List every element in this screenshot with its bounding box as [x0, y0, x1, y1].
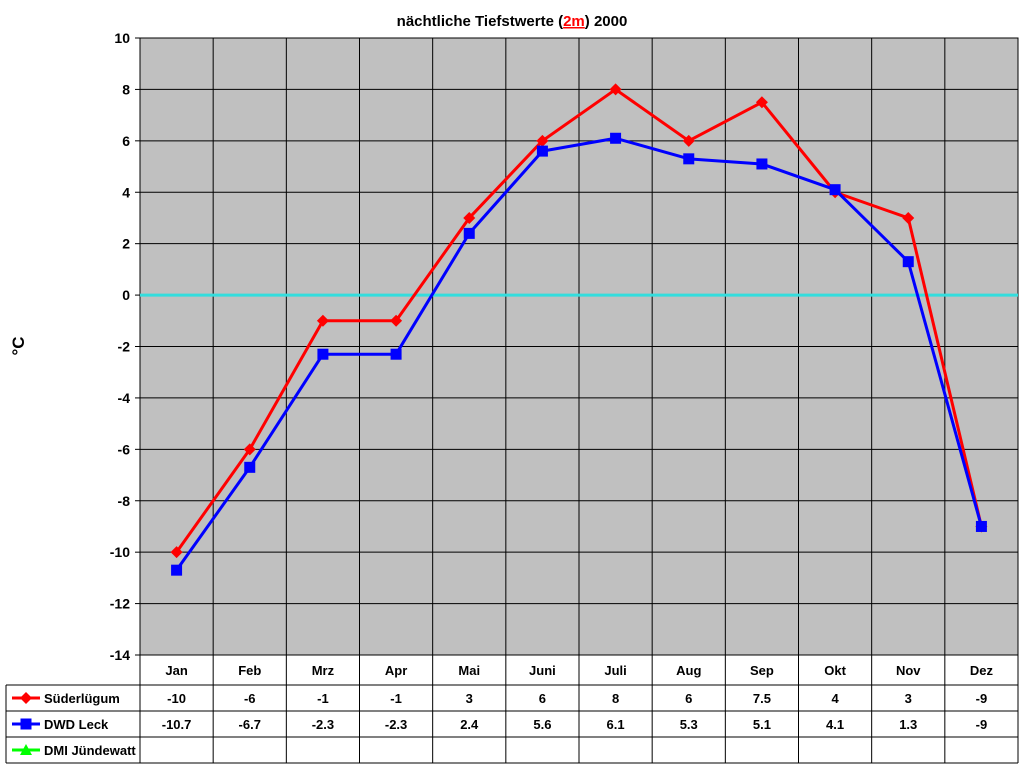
y-tick-label: -2: [118, 339, 131, 355]
table-cell-value: -10: [167, 691, 186, 706]
data-point: [683, 153, 695, 165]
y-tick-label: -8: [118, 493, 131, 509]
data-point: [243, 443, 256, 456]
data-point: [756, 158, 768, 170]
legend-key-marker: [20, 744, 32, 755]
table-cell-value: -2.3: [385, 717, 407, 732]
table-cell-value: 6: [539, 691, 546, 706]
x-tick-label: Dez: [970, 663, 994, 678]
data-point: [682, 134, 695, 147]
y-tick-label: -14: [110, 647, 130, 663]
legend-label: DWD Leck: [44, 717, 109, 732]
table-cell-value: 5.6: [533, 717, 551, 732]
data-point: [536, 145, 548, 157]
data-point: [902, 211, 915, 224]
data-point: [536, 134, 549, 147]
x-tick-label: Nov: [896, 663, 921, 678]
data-point: [975, 520, 987, 532]
data-point: [610, 132, 622, 144]
data-point: [317, 348, 329, 360]
table-cell-value: 4: [831, 691, 839, 706]
y-tick-label: 8: [122, 81, 130, 97]
y-tick-label: -4: [118, 390, 131, 406]
data-point: [829, 184, 841, 196]
table-cell-value: 1.3: [899, 717, 917, 732]
data-point: [463, 227, 475, 239]
x-tick-label: Aug: [676, 663, 701, 678]
data-table: Jan Feb Mrz Apr Mai Juni Juli Aug Sep Okt Nov Dez Sü…: [5, 655, 1019, 764]
data-point: [170, 546, 183, 559]
legend-label: DMI Jündewatt: [44, 743, 136, 758]
table-cell-value: -9: [976, 691, 988, 706]
legend-key-marker: [20, 692, 32, 704]
x-tick-label: Feb: [238, 663, 261, 678]
y-tick-label: 4: [122, 184, 130, 200]
data-point: [463, 211, 476, 224]
table-cell-value: 4.1: [826, 717, 844, 732]
table-cell-value: 7.5: [753, 691, 771, 706]
table-cell-value: 5.1: [753, 717, 771, 732]
table-cell-value: -1: [390, 691, 402, 706]
table-cell-value: -2.3: [312, 717, 334, 732]
series-line: [175, 136, 983, 572]
table-cell-value: 2.4: [460, 717, 479, 732]
chart-title-highlight: 2m: [563, 13, 585, 30]
data-point: [902, 256, 914, 268]
data-point: [244, 461, 256, 473]
table-cell-value: -10.7: [162, 717, 192, 732]
y-tick-label: 2: [122, 236, 130, 252]
x-tick-label: Mai: [458, 663, 480, 678]
y-tick-label: -6: [118, 441, 131, 457]
y-tick-label: 0: [122, 287, 130, 303]
y-axis-ticks: 10 8 6 4 2 0 -2 -4 -6 -8 -10 -12 -14: [110, 30, 140, 663]
y-tick-label: 10: [114, 30, 130, 46]
table-cell-value: -6.7: [239, 717, 261, 732]
data-point: [390, 348, 402, 360]
x-tick-label: Jan: [165, 663, 187, 678]
gridlines: [139, 37, 1019, 763]
series-layer: [140, 83, 1018, 576]
table-cell-value: 3: [466, 691, 473, 706]
legend-key-marker: [20, 718, 32, 730]
x-tick-label: Apr: [385, 663, 407, 678]
data-point: [171, 564, 183, 576]
table-cell-value: 3: [905, 691, 912, 706]
table-cell-value: -6: [244, 691, 256, 706]
y-axis-label: °C: [9, 336, 28, 355]
series-line: [175, 87, 983, 554]
x-tick-label: Juli: [604, 663, 626, 678]
table-cell-value: -1: [317, 691, 329, 706]
table-cell-value: 8: [612, 691, 619, 706]
chart-title: nächtliche Tiefstwerte (2m) 2000: [397, 13, 628, 30]
data-point: [755, 96, 768, 109]
data-point: [390, 314, 403, 327]
table-cell-value: 6: [685, 691, 692, 706]
table-cell-value: 6.1: [607, 717, 625, 732]
table-cell-value: 5.3: [680, 717, 698, 732]
chart-title-suffix: ) 2000: [585, 13, 628, 30]
legend-label: Süderlügum: [44, 691, 120, 706]
y-tick-label: 6: [122, 133, 130, 149]
y-tick-label: -10: [110, 544, 130, 560]
x-tick-label: Mrz: [312, 663, 335, 678]
y-tick-label: -12: [110, 596, 130, 612]
x-tick-label: Juni: [529, 663, 556, 678]
chart-title-prefix: nächtliche Tiefstwerte (: [397, 13, 563, 30]
x-tick-label: Okt: [824, 663, 846, 678]
x-tick-label: Sep: [750, 663, 774, 678]
data-point: [609, 83, 622, 96]
table-cell-value: -9: [976, 717, 988, 732]
data-point: [316, 314, 329, 327]
